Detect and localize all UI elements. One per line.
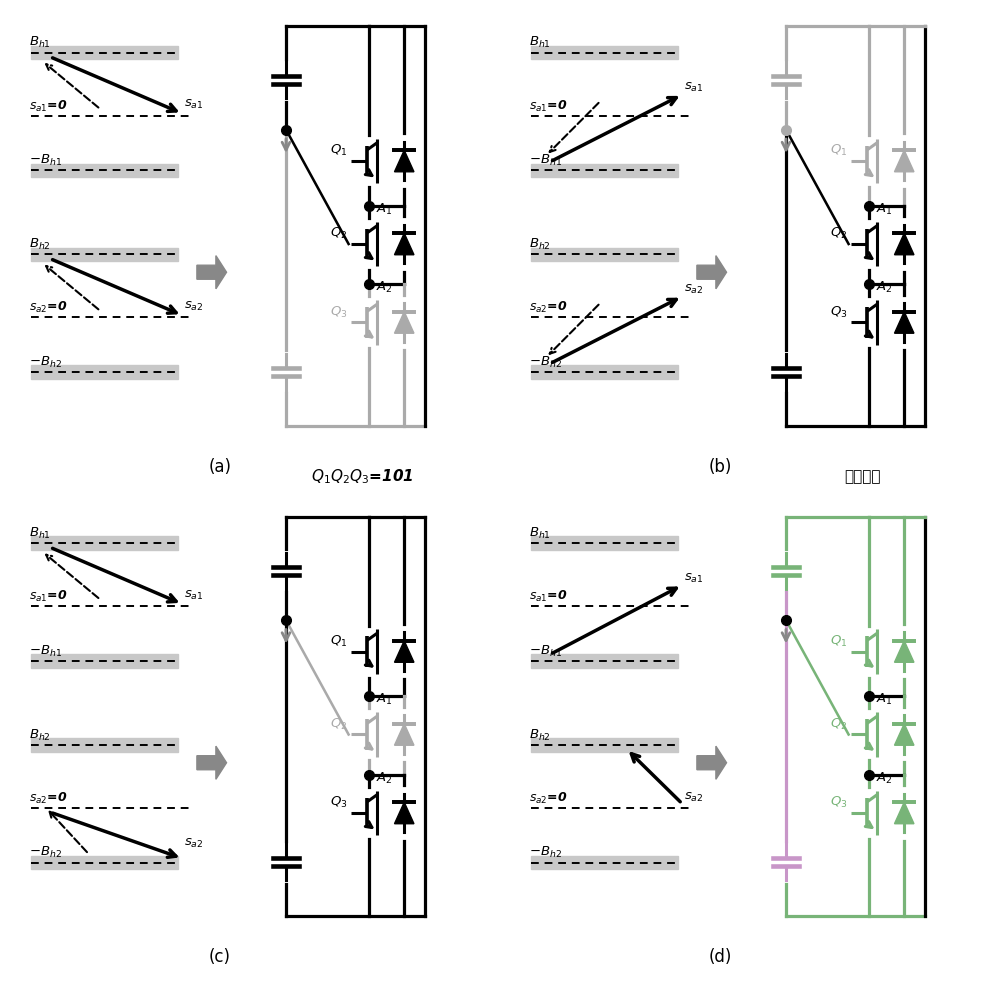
Text: $A_1$: $A_1$ xyxy=(876,693,893,707)
Text: $B_{h2}$: $B_{h2}$ xyxy=(29,237,50,252)
Text: $Q_2$: $Q_2$ xyxy=(330,717,347,732)
Text: (b): (b) xyxy=(708,458,732,476)
Text: $s_{a2}$=0: $s_{a2}$=0 xyxy=(29,300,67,315)
Text: $s_{a1}$=0: $s_{a1}$=0 xyxy=(29,589,67,604)
Text: $Q_1$: $Q_1$ xyxy=(830,634,847,648)
Text: $s_{a1}$: $s_{a1}$ xyxy=(684,81,704,94)
Text: $Q_2$: $Q_2$ xyxy=(830,227,847,241)
Text: $s_{a2}$: $s_{a2}$ xyxy=(184,300,204,313)
FancyBboxPatch shape xyxy=(31,855,178,869)
FancyBboxPatch shape xyxy=(531,365,678,379)
FancyBboxPatch shape xyxy=(31,46,178,59)
Text: $B_{h1}$: $B_{h1}$ xyxy=(29,35,51,50)
Text: (a): (a) xyxy=(208,458,232,476)
FancyBboxPatch shape xyxy=(31,537,178,549)
Polygon shape xyxy=(894,724,914,746)
Polygon shape xyxy=(394,724,414,746)
Text: $B_{h1}$: $B_{h1}$ xyxy=(529,35,551,50)
FancyBboxPatch shape xyxy=(31,365,178,379)
Text: $A_1$: $A_1$ xyxy=(376,202,393,217)
Polygon shape xyxy=(894,233,914,255)
FancyBboxPatch shape xyxy=(531,537,678,549)
Text: $s_{a2}$=0: $s_{a2}$=0 xyxy=(29,791,67,805)
FancyBboxPatch shape xyxy=(31,654,178,667)
Text: $s_{a2}$=0: $s_{a2}$=0 xyxy=(529,791,567,805)
FancyBboxPatch shape xyxy=(31,738,178,751)
Text: $s_{a1}$=0: $s_{a1}$=0 xyxy=(529,589,567,604)
Text: $s_{a2}$: $s_{a2}$ xyxy=(684,791,704,803)
FancyBboxPatch shape xyxy=(531,738,678,751)
Text: $Q_1$: $Q_1$ xyxy=(330,143,347,158)
Text: $A_1$: $A_1$ xyxy=(376,693,393,707)
Text: (d): (d) xyxy=(708,949,732,966)
Polygon shape xyxy=(394,150,414,172)
Text: $Q_3$: $Q_3$ xyxy=(330,796,348,810)
Text: $Q_2$: $Q_2$ xyxy=(830,717,847,732)
Text: $B_{h1}$: $B_{h1}$ xyxy=(529,526,551,541)
Text: $-B_{h2}$: $-B_{h2}$ xyxy=(29,355,62,370)
Polygon shape xyxy=(894,150,914,172)
Polygon shape xyxy=(894,312,914,334)
FancyArrow shape xyxy=(197,747,227,779)
Text: $A_2$: $A_2$ xyxy=(376,771,393,786)
FancyArrow shape xyxy=(197,256,227,288)
Text: $-B_{h1}$: $-B_{h1}$ xyxy=(529,153,562,168)
FancyBboxPatch shape xyxy=(531,855,678,869)
Text: $s_{a1}$=0: $s_{a1}$=0 xyxy=(529,98,567,114)
Text: $Q_1$: $Q_1$ xyxy=(830,143,847,158)
Text: $Q_3$: $Q_3$ xyxy=(830,796,848,810)
Text: $s_{a1}$=0: $s_{a1}$=0 xyxy=(29,98,67,114)
Text: $A_1$: $A_1$ xyxy=(876,202,893,217)
Polygon shape xyxy=(394,312,414,334)
Text: $-B_{h1}$: $-B_{h1}$ xyxy=(529,644,562,658)
FancyBboxPatch shape xyxy=(31,164,178,177)
Text: $-B_{h2}$: $-B_{h2}$ xyxy=(29,846,62,860)
Polygon shape xyxy=(894,802,914,824)
Text: $s_{a1}$: $s_{a1}$ xyxy=(184,98,204,111)
Text: $B_{h2}$: $B_{h2}$ xyxy=(529,237,550,252)
FancyArrow shape xyxy=(697,747,727,779)
Text: $Q_2$: $Q_2$ xyxy=(330,227,347,241)
Text: $A_2$: $A_2$ xyxy=(876,281,893,295)
FancyBboxPatch shape xyxy=(531,46,678,59)
Text: $B_{h1}$: $B_{h1}$ xyxy=(29,526,51,541)
Text: $Q_1$: $Q_1$ xyxy=(330,634,347,648)
Text: $s_{a1}$: $s_{a1}$ xyxy=(684,572,704,585)
FancyBboxPatch shape xyxy=(31,247,178,261)
Title: 调制冲突: 调制冲突 xyxy=(844,470,881,485)
Polygon shape xyxy=(894,641,914,662)
Text: $s_{a1}$: $s_{a1}$ xyxy=(184,589,204,601)
FancyBboxPatch shape xyxy=(531,654,678,667)
Text: $s_{a2}$: $s_{a2}$ xyxy=(184,837,204,850)
Text: $B_{h2}$: $B_{h2}$ xyxy=(29,728,50,743)
Polygon shape xyxy=(394,233,414,255)
Text: $A_2$: $A_2$ xyxy=(876,771,893,786)
Polygon shape xyxy=(394,802,414,824)
Text: $-B_{h1}$: $-B_{h1}$ xyxy=(29,153,62,168)
Text: $-B_{h1}$: $-B_{h1}$ xyxy=(29,644,62,658)
Text: $s_{a2}$: $s_{a2}$ xyxy=(684,284,704,296)
Text: $-B_{h2}$: $-B_{h2}$ xyxy=(529,846,562,860)
FancyArrow shape xyxy=(697,256,727,288)
Text: $-B_{h2}$: $-B_{h2}$ xyxy=(529,355,562,370)
FancyBboxPatch shape xyxy=(531,164,678,177)
Polygon shape xyxy=(394,641,414,662)
FancyBboxPatch shape xyxy=(531,247,678,261)
Title: $Q_1Q_2Q_3$=101: $Q_1Q_2Q_3$=101 xyxy=(311,467,414,486)
Text: $Q_3$: $Q_3$ xyxy=(330,305,348,320)
Text: $s_{a2}$=0: $s_{a2}$=0 xyxy=(529,300,567,315)
Text: $B_{h2}$: $B_{h2}$ xyxy=(529,728,550,743)
Text: $A_2$: $A_2$ xyxy=(376,281,393,295)
Text: $Q_3$: $Q_3$ xyxy=(830,305,848,320)
Text: (c): (c) xyxy=(209,949,231,966)
